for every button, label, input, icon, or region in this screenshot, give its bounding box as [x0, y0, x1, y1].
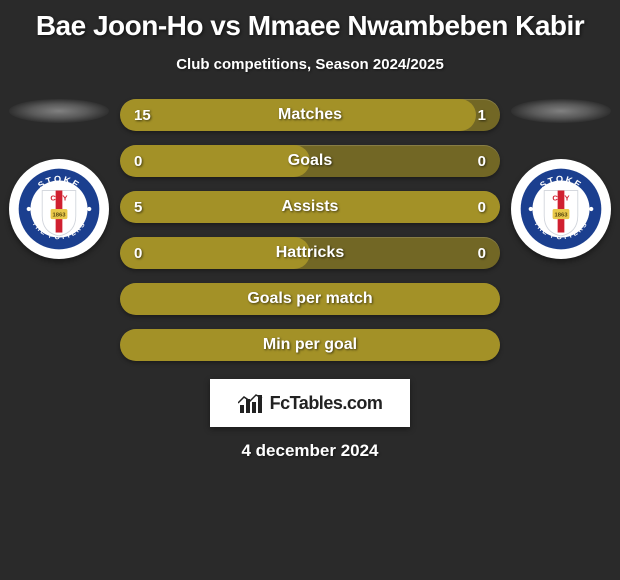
branding-text: FcTables.com — [270, 393, 383, 414]
stat-value-right: 1 — [478, 107, 486, 124]
stat-bar: 15Matches1 — [120, 99, 500, 131]
branding-box: FcTables.com — [210, 379, 410, 427]
svg-text:CITY: CITY — [552, 194, 569, 203]
stat-value-right: 0 — [478, 199, 486, 216]
date-text: 4 december 2024 — [0, 441, 620, 461]
stat-label: Min per goal — [120, 336, 500, 354]
stat-bars: 15Matches10Goals05Assists00Hattricks0Goa… — [120, 99, 500, 361]
stat-label: Assists — [120, 198, 500, 216]
stat-bar: 5Assists0 — [120, 191, 500, 223]
comparison-arena: STOKE THE POTTERS CITY 1863 STOKE THE PO… — [0, 99, 620, 361]
avatar-shadow — [511, 99, 611, 123]
player-left-slot: STOKE THE POTTERS CITY 1863 — [4, 99, 114, 259]
page-title: Bae Joon-Ho vs Mmaee Nwambeben Kabir — [0, 0, 620, 42]
stat-label: Goals — [120, 152, 500, 170]
stat-bar: Goals per match — [120, 283, 500, 315]
stat-value-right: 0 — [478, 245, 486, 262]
chart-icon — [238, 393, 264, 413]
stat-label: Goals per match — [120, 290, 500, 308]
svg-text:1863: 1863 — [554, 213, 568, 219]
stat-label: Hattricks — [120, 244, 500, 262]
club-badge-left: STOKE THE POTTERS CITY 1863 — [9, 159, 109, 259]
club-badge-right: STOKE THE POTTERS CITY 1863 — [511, 159, 611, 259]
subtitle: Club competitions, Season 2024/2025 — [0, 56, 620, 73]
stat-bar: 0Goals0 — [120, 145, 500, 177]
player-right-slot: STOKE THE POTTERS CITY 1863 — [506, 99, 616, 259]
stat-label: Matches — [120, 106, 500, 124]
stat-bar: 0Hattricks0 — [120, 237, 500, 269]
svg-text:1863: 1863 — [52, 213, 66, 219]
stat-value-right: 0 — [478, 153, 486, 170]
stat-bar: Min per goal — [120, 329, 500, 361]
svg-text:CITY: CITY — [50, 194, 67, 203]
avatar-shadow — [9, 99, 109, 123]
